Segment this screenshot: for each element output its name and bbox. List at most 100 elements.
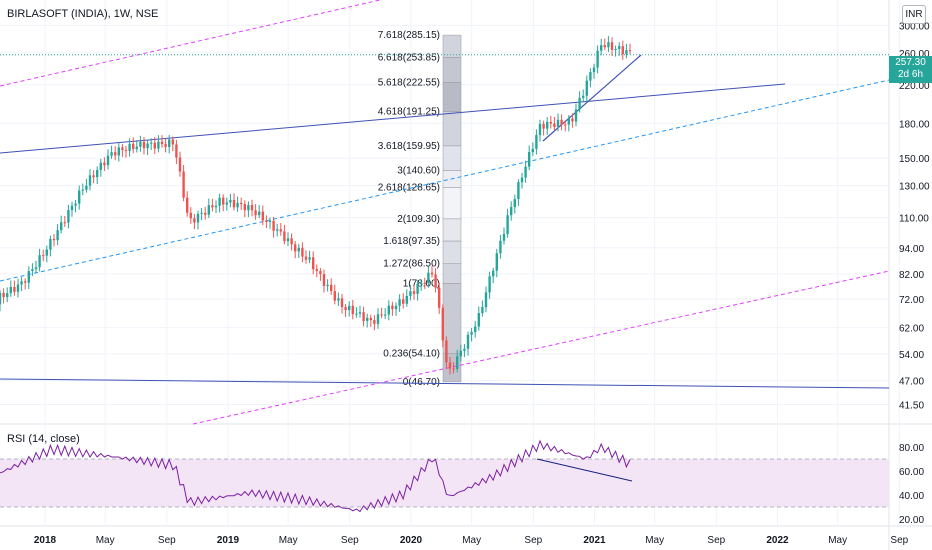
candle-body — [290, 238, 293, 245]
candle-body — [171, 139, 174, 145]
time-tick-label: 2019 — [217, 535, 240, 546]
candle-body — [240, 202, 243, 205]
candle-body — [16, 284, 20, 292]
candle-body — [31, 269, 34, 272]
currency-badge[interactable]: INR — [902, 5, 926, 24]
candle-body — [236, 202, 239, 208]
candle-body — [225, 202, 228, 205]
rsi-panel — [0, 439, 889, 513]
candle-body — [63, 222, 66, 224]
candle-body — [373, 320, 376, 324]
candle-body — [592, 67, 596, 73]
candle-body — [24, 281, 27, 283]
candle-body — [506, 215, 509, 234]
candle-body — [463, 348, 466, 351]
candle-body — [189, 212, 192, 219]
candle-body — [214, 205, 218, 208]
candle-body — [416, 284, 419, 294]
candle-body — [265, 220, 268, 223]
candle-body — [150, 142, 153, 144]
candle-body — [423, 282, 426, 284]
candle-body — [412, 291, 416, 294]
candle-body — [153, 142, 156, 149]
candle-body — [391, 305, 394, 310]
candle-body — [6, 293, 9, 298]
candle-body — [70, 205, 74, 211]
candle-body — [362, 312, 365, 321]
candle-body — [492, 270, 495, 277]
candle-body — [596, 50, 599, 68]
fib-zone — [442, 57, 462, 83]
rsi-tick-label: 60.00 — [899, 467, 924, 478]
candle-body — [621, 46, 624, 55]
candle-body — [319, 271, 322, 275]
candle-body — [502, 233, 506, 241]
candle-body — [204, 212, 207, 215]
fib-zone — [442, 34, 462, 58]
candle-body — [218, 197, 221, 206]
candle-body — [409, 291, 412, 296]
fib-level-label: 0.236(54.10) — [383, 349, 440, 360]
candle-body — [538, 123, 542, 136]
rsi-tick-label: 40.00 — [899, 491, 924, 502]
candle-body — [466, 334, 470, 349]
fib-level-label: 3.618(159.95) — [378, 141, 440, 152]
candle-body — [614, 48, 617, 50]
candle-body — [243, 204, 246, 211]
candle-body — [268, 220, 272, 223]
candle-body — [571, 118, 574, 122]
time-tick-label: Sep — [707, 535, 725, 546]
candle-body — [146, 143, 149, 149]
price-tick-label: 130.00 — [899, 182, 930, 193]
candle-body — [553, 123, 556, 128]
time-tick-label: May — [462, 535, 481, 546]
candle-body — [513, 199, 516, 208]
fib-level-label: 7.618(285.15) — [378, 30, 440, 41]
candle-body — [610, 42, 614, 50]
candle-body — [27, 271, 30, 283]
time-tick-label: 2018 — [34, 535, 57, 546]
candle-body — [445, 340, 448, 363]
time-tick-label: May — [279, 535, 298, 546]
bar-countdown: 2d 6h — [897, 69, 924, 80]
time-tick-label: 2022 — [766, 535, 789, 546]
candle-body — [607, 42, 610, 48]
fib-level-label: 2(109.30) — [397, 214, 440, 225]
time-tick-label: May — [645, 535, 664, 546]
candle-body — [211, 205, 214, 208]
candle-body — [333, 291, 336, 301]
candle-body — [74, 203, 77, 206]
candle-body — [175, 144, 178, 158]
candle-body — [222, 197, 225, 205]
candle-body — [297, 247, 300, 252]
candle-body — [67, 210, 70, 223]
price-candles — [0, 36, 632, 375]
price-tick-label: 41.50 — [899, 401, 924, 412]
candle-body — [103, 162, 106, 166]
time-tick-label: Sep — [524, 535, 542, 546]
candle-body — [535, 135, 538, 149]
trend-channels[interactable] — [0, 0, 890, 425]
candle-body — [452, 368, 455, 370]
candle-body — [207, 205, 210, 215]
candle-body — [88, 175, 92, 186]
candle-body — [499, 240, 502, 254]
candle-body — [157, 141, 160, 149]
candle-body — [135, 146, 138, 150]
candle-body — [520, 177, 524, 183]
candle-body — [196, 213, 200, 223]
candle-body — [117, 147, 120, 156]
candle-body — [42, 255, 45, 257]
rsi-title: RSI (14, close) — [7, 433, 80, 445]
candle-body — [495, 253, 498, 271]
candle-body — [459, 350, 462, 357]
candle-body — [9, 287, 12, 294]
candle-body — [344, 307, 347, 311]
time-tick-label: Sep — [158, 535, 176, 546]
candle-body — [531, 148, 534, 153]
candle-body — [618, 46, 621, 49]
candle-body — [434, 274, 437, 288]
fib-level-label: 2.618(128.65) — [378, 183, 440, 194]
price-tick-label: 180.00 — [899, 119, 930, 130]
